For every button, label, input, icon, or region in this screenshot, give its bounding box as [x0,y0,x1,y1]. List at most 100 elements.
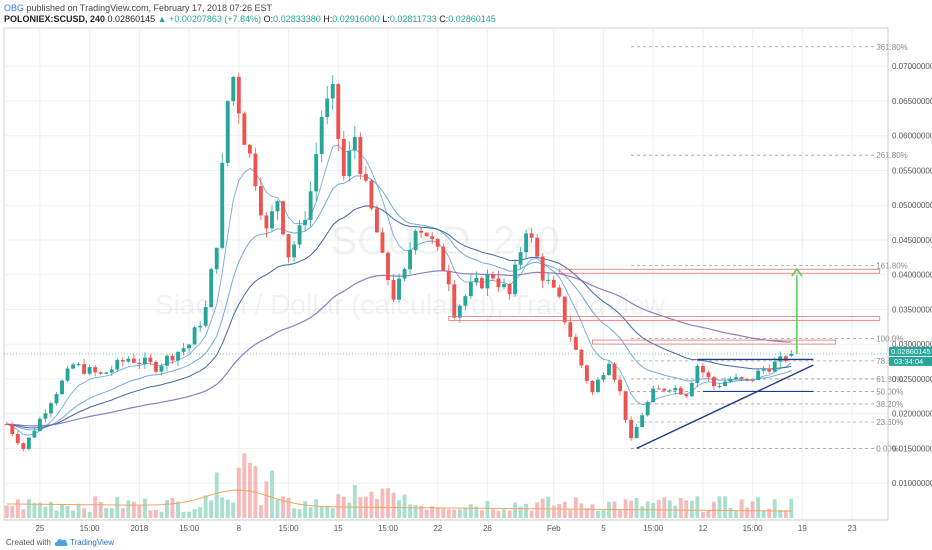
volume-bar [275,499,280,518]
fib-level-label: 23.60% [876,418,903,427]
price-chart[interactable]: SCUSD, 240 Siacoin / Dollar (calculated)… [0,26,932,536]
target-arrow-head [791,267,803,277]
candle-body [104,372,109,374]
volume-bar [264,481,269,518]
candle-body [618,379,622,392]
volume-bar [778,509,783,518]
candle-body [176,351,180,361]
high-label: H: [323,14,333,24]
volume-bar [568,509,573,518]
up-arrow-icon: ▲ [157,14,167,24]
current-price-badge [889,346,932,356]
volume-bar [242,453,247,518]
price-tick-label: 0.01000000 [892,479,932,488]
volume-bar [463,507,468,518]
candle-body [634,427,639,439]
candle-body [4,424,9,426]
volume-bar [540,498,545,518]
price-tick-label: 0.02500000 [892,375,932,384]
candle-body [347,150,352,177]
candle-body [21,443,26,449]
volume-bar [115,496,120,518]
candle-body [220,162,225,248]
volume-bar [734,511,738,518]
volume-bar [513,502,517,518]
candle-body [424,232,429,237]
candle-body [363,173,368,181]
candle-body [573,336,578,350]
low-value: 0.02811733 [389,14,437,24]
volume-bar [187,511,192,518]
volume-bar [573,497,578,518]
candle-body [761,368,766,371]
candle-body [225,101,230,163]
volume-bar [87,511,92,518]
volume-bar [783,510,788,518]
ema-fast-line [6,144,792,436]
candle-body [551,279,556,288]
volume-bar [336,494,341,518]
candle-body [325,98,330,118]
volume-bar [441,508,446,518]
price-axis[interactable]: 0.07000000 0.06500000 0.06000000 0.05500000… [887,28,932,520]
volume-bars [4,453,794,518]
volume-bar [656,499,661,518]
candle-body [684,394,689,397]
time-axis[interactable]: 25 15:00 2018 15:00 8 15:00 15 15:00 22 26 Feb 5 15:… [4,519,888,533]
volume-bar [678,498,683,518]
chart-area[interactable]: SCUSD, 240 Siacoin / Dollar (calculated)… [0,26,932,536]
ascending-trendline [636,364,814,450]
symbol-label: POLONIEX:SCUSD, 240 [4,14,106,24]
volume-bar [397,500,401,518]
candle-body [76,364,81,366]
candle-body [264,215,269,229]
grid [3,27,889,521]
candle-body [32,430,37,438]
ema-34-line [6,205,792,429]
volume-bar [203,495,208,518]
author-link[interactable]: OBG [4,3,25,13]
candle-body [584,365,589,381]
candle-body [474,277,479,283]
candle-body [54,394,59,404]
volume-bar [65,505,70,518]
candle-body [37,418,42,431]
volume-bar [347,502,352,518]
candle-body [236,76,241,114]
candle-body [645,402,650,416]
candle-body [706,372,711,378]
volume-bar [93,496,98,518]
time-tick-label: 15:00 [743,524,764,533]
volume-bar [424,509,429,518]
candle-body [468,282,473,297]
candle-body [26,437,31,449]
candle-body [485,274,490,289]
volume-bar [518,506,523,518]
volume-ma-line [6,489,792,512]
volume-bar [131,501,136,518]
candle-body [286,234,291,258]
volume-bar [303,501,308,518]
volume-bar [54,510,59,518]
candle-body [154,361,158,372]
candle-body [43,413,48,419]
close-label: C: [439,14,449,24]
candle-body [590,380,595,393]
candle-body [712,377,716,387]
tradingview-brand-link[interactable]: TradingView [70,538,115,547]
fib-level-label: 100.0% [876,335,903,344]
candle-body [82,364,87,374]
candle-body [65,368,70,381]
candle-body [126,358,131,362]
volume-bar [529,510,534,518]
candle-body [557,287,562,297]
ohlc-legend: POLONIEX:SCUSD, 240 0.02860145 ▲ +0.0020… [4,14,496,24]
candle-body [247,144,252,154]
candle-body [352,137,357,151]
footer: Created with TradingView [0,536,932,550]
volume-bar [308,507,313,518]
volume-bar [192,509,197,518]
time-tick-label: 15:00 [80,524,101,533]
volume-bar [225,499,230,518]
candle-body [192,327,197,345]
